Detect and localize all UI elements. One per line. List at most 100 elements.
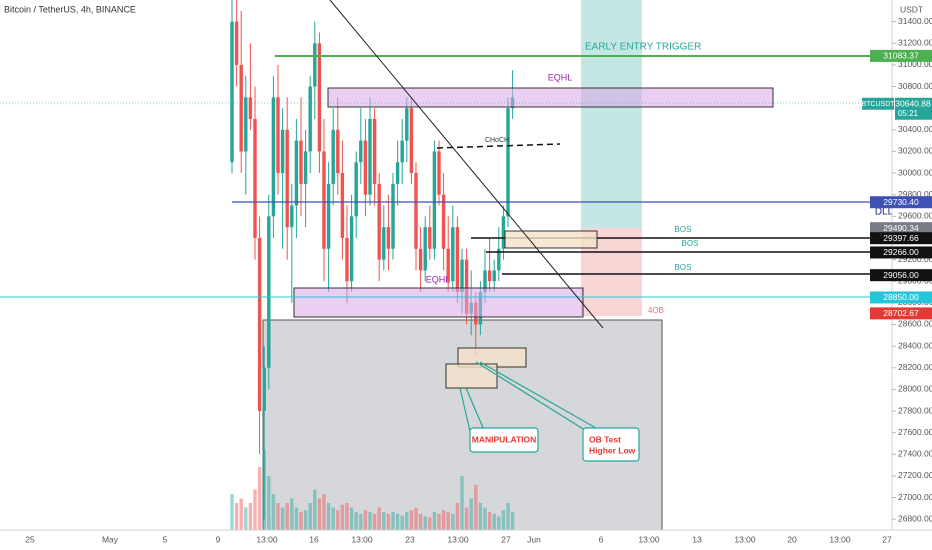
y-tick-label: 28200.00: [898, 362, 932, 372]
price-tag: [870, 291, 932, 304]
volume-bar: [331, 507, 335, 530]
annotation: CHoCH: [485, 137, 509, 144]
volume-bar: [510, 512, 515, 530]
eqhl-box-top: [327, 87, 774, 108]
candle-body: [322, 151, 326, 249]
order-block: [504, 230, 598, 249]
volume-bar: [386, 513, 391, 530]
callout-line: [479, 361, 597, 429]
annotation: BOS: [675, 263, 692, 272]
annotation: 4OB: [648, 306, 664, 315]
volume-bar: [294, 507, 299, 530]
volume-bar: [377, 507, 381, 530]
volume-bar: [455, 503, 460, 530]
candle-body: [308, 86, 312, 152]
volume-bar: [239, 498, 243, 530]
candle-body: [294, 140, 299, 206]
candle-body: [234, 21, 239, 65]
candle-body: [423, 227, 427, 271]
candle-body: [464, 259, 469, 314]
y-tick-label: 27600.00: [898, 427, 932, 437]
price-tag-label: 29730.40: [883, 197, 919, 207]
volume-bar: [285, 503, 289, 530]
volume-bar: [326, 503, 331, 530]
candle-body: [313, 43, 317, 87]
price-tag: [870, 222, 932, 235]
volume-bar: [322, 494, 326, 530]
ob-test-box: [582, 427, 640, 462]
candle-body: [317, 43, 322, 152]
volume-bar: [257, 467, 262, 530]
volume-bar: [414, 507, 418, 530]
y-tick-label: 31200.00: [898, 38, 932, 48]
y-tick-label: 28600.00: [898, 319, 932, 329]
annotation: BOS: [682, 239, 699, 248]
volume-bar: [308, 503, 312, 530]
volume-bar: [267, 476, 271, 530]
annotation: EQHL: [426, 274, 451, 284]
y-tick-label: 31000.00: [898, 59, 932, 69]
candle-body: [285, 129, 289, 228]
volume-bar: [441, 510, 446, 530]
candle-body: [345, 237, 349, 282]
candle-body: [497, 248, 501, 271]
candle-body: [262, 367, 266, 412]
volume-bar: [290, 498, 294, 530]
candle-body: [372, 118, 377, 184]
x-tick-label: 27: [501, 534, 511, 544]
volume-bar: [474, 485, 478, 530]
volume-bar: [464, 507, 469, 530]
price-tag: [895, 97, 932, 120]
volume-bar: [391, 512, 395, 530]
candle-body: [506, 108, 510, 217]
x-tick-label: Jun: [527, 534, 541, 544]
annotation: EARLY ENTRY TRIGGER: [585, 42, 701, 53]
volume-bar: [483, 507, 487, 530]
price-tag-label: 29056.00: [883, 270, 919, 280]
candle-body: [290, 205, 294, 228]
candle-body: [418, 248, 423, 271]
trendline: [329, 0, 604, 329]
volume-bar: [501, 510, 506, 530]
y-tick-label: 29800.00: [898, 189, 932, 199]
y-tick-label: 28000.00: [898, 384, 932, 394]
volume-bar: [354, 512, 358, 530]
price-tag: [870, 269, 932, 282]
volume-bar: [487, 512, 492, 530]
candle-body: [253, 118, 257, 238]
candle-body: [299, 140, 303, 184]
price-tag-label: 29490.34: [883, 223, 919, 233]
eqhl-box-bottom: [293, 287, 584, 318]
price-tag-label: 28702.67: [883, 308, 919, 318]
price-tag: [870, 232, 932, 245]
candle-body: [377, 183, 381, 260]
volume-bar: [432, 512, 437, 530]
candle-body: [326, 183, 331, 249]
candle-body: [359, 140, 363, 163]
volume-bar: [418, 513, 423, 530]
volume-bar: [317, 498, 322, 530]
symbol-label: BTCUSDT: [861, 101, 895, 108]
candle-body: [280, 129, 285, 174]
price-axis: 26800.00 27000.00 27200.00 27400.00 27600.00…: [861, 16, 932, 523]
candle-body: [349, 216, 354, 282]
price-tag-label: 30640.88: [895, 98, 931, 108]
order-block: [445, 363, 498, 389]
candle-body: [276, 97, 280, 174]
volume-bar: [405, 512, 409, 530]
annotation: DLL: [875, 207, 894, 218]
volume-bar: [303, 510, 308, 530]
x-tick-label: 13:00: [734, 534, 756, 544]
candle-body: [455, 227, 460, 293]
volume-bar: [363, 510, 368, 530]
volume-bar: [244, 507, 248, 530]
volume-bar: [423, 516, 427, 530]
price-tag-label: 29397.66: [883, 233, 919, 243]
x-tick-label: 16: [309, 534, 319, 544]
volume-bar: [451, 513, 455, 530]
price-tag: [870, 196, 932, 209]
volume-bar: [349, 507, 354, 530]
price-tag: [870, 246, 932, 259]
volume-bar: [372, 513, 377, 530]
y-tick-label: 27000.00: [898, 492, 932, 502]
